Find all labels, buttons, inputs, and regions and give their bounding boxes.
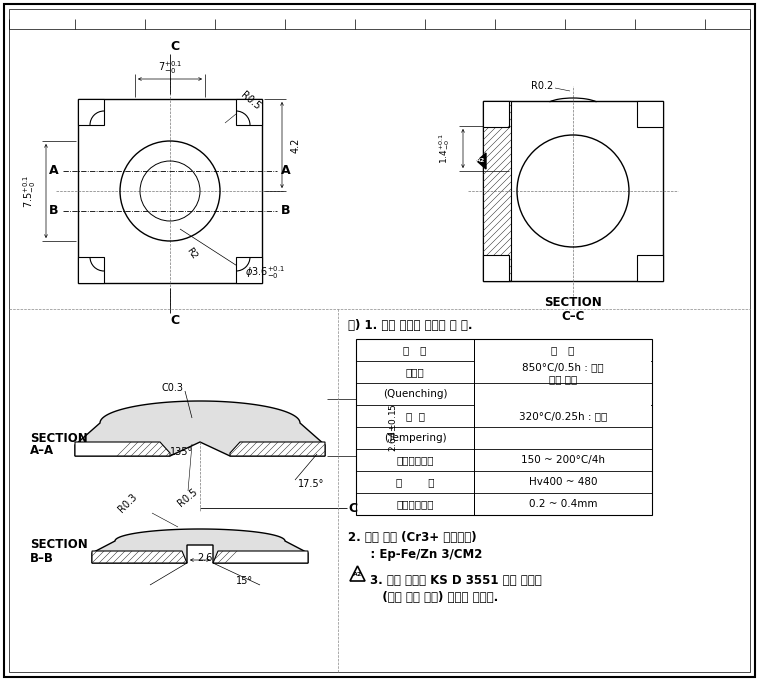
Text: 조   건: 조 건 xyxy=(551,345,575,355)
Polygon shape xyxy=(230,442,325,456)
Text: : Ep-Fe/Zn 3/CM2: : Ep-Fe/Zn 3/CM2 xyxy=(358,548,483,561)
Text: 주) 1. 오스 텔퍼링 열처리 할 것.: 주) 1. 오스 텔퍼링 열처리 할 것. xyxy=(348,319,473,332)
Text: 7.5$^{+0.1}_{-0}$: 7.5$^{+0.1}_{-0}$ xyxy=(21,174,39,208)
Polygon shape xyxy=(483,101,511,281)
Text: R0.5: R0.5 xyxy=(238,90,262,112)
Bar xyxy=(236,99,262,125)
Text: C0.3: C0.3 xyxy=(162,383,184,393)
Text: 150 ~ 200°C/4h: 150 ~ 200°C/4h xyxy=(521,455,605,465)
Text: 1.4$^{+0.1}_{-0}$: 1.4$^{+0.1}_{-0}$ xyxy=(437,132,452,163)
Polygon shape xyxy=(483,101,509,127)
Text: 2.6: 2.6 xyxy=(197,553,213,563)
Text: (병면 특수 강대) 기준을 따를것.: (병면 특수 강대) 기준을 따를것. xyxy=(370,591,498,604)
Text: 구   분: 구 분 xyxy=(403,345,427,355)
Text: A2: A2 xyxy=(477,159,486,163)
Text: (Quenching): (Quenching) xyxy=(383,389,447,399)
Polygon shape xyxy=(637,255,663,281)
Text: 7$^{+0.1}_{-0}$: 7$^{+0.1}_{-0}$ xyxy=(158,60,182,76)
Text: 2. 도금 시양 (Cr3+ 아연도금): 2. 도금 시양 (Cr3+ 아연도금) xyxy=(348,531,477,544)
Bar xyxy=(236,257,262,283)
Text: R2: R2 xyxy=(185,246,199,260)
Polygon shape xyxy=(92,551,187,563)
Text: 0.2 ~ 0.4mm: 0.2 ~ 0.4mm xyxy=(529,499,597,509)
Text: 15°: 15° xyxy=(237,576,254,586)
Text: A: A xyxy=(281,165,291,178)
Text: SECTION: SECTION xyxy=(30,432,88,445)
Text: SECTION: SECTION xyxy=(544,296,602,309)
Polygon shape xyxy=(75,442,170,456)
Bar xyxy=(475,405,651,426)
Text: R0.2: R0.2 xyxy=(531,81,553,91)
Text: A2: A2 xyxy=(353,573,362,577)
Bar xyxy=(475,361,651,382)
Text: 유효경화깊이: 유효경화깊이 xyxy=(396,499,433,509)
Bar xyxy=(78,99,262,283)
Text: 경        도: 경 도 xyxy=(395,477,434,487)
Text: B–B: B–B xyxy=(30,552,54,565)
Text: 3. 재질 시양은 KS D 3551 특수 마대강: 3. 재질 시양은 KS D 3551 특수 마대강 xyxy=(370,574,542,587)
Text: C: C xyxy=(348,501,357,515)
Bar xyxy=(356,339,652,515)
Text: 320°C/0.25h : 급냉: 320°C/0.25h : 급냉 xyxy=(519,411,607,421)
Bar xyxy=(483,101,663,281)
Text: 2.64$\pm$0.15: 2.64$\pm$0.15 xyxy=(388,403,398,452)
Text: 17.5°: 17.5° xyxy=(298,479,324,489)
Text: Hv400 ~ 480: Hv400 ~ 480 xyxy=(529,477,597,487)
Text: 135°: 135° xyxy=(170,447,194,457)
Text: 뜨  임: 뜨 임 xyxy=(405,411,424,421)
Text: A–A: A–A xyxy=(30,445,54,458)
Text: SECTION: SECTION xyxy=(30,539,88,552)
Text: R0.5: R0.5 xyxy=(176,487,200,509)
Text: R0.3: R0.3 xyxy=(117,492,140,514)
Bar xyxy=(78,257,104,283)
Polygon shape xyxy=(483,255,509,281)
Text: (Tempering): (Tempering) xyxy=(384,433,446,443)
Text: B: B xyxy=(49,204,58,217)
Text: C–C: C–C xyxy=(562,309,584,323)
Polygon shape xyxy=(637,101,663,127)
Text: C: C xyxy=(171,315,180,328)
Polygon shape xyxy=(75,401,325,456)
Polygon shape xyxy=(92,529,308,563)
Text: B: B xyxy=(282,204,291,217)
Text: 850°C/0.5h : 수냉: 850°C/0.5h : 수냉 xyxy=(522,362,604,372)
Text: 담금질: 담금질 xyxy=(405,367,424,377)
Text: 4.2: 4.2 xyxy=(291,138,301,153)
Bar xyxy=(78,99,104,125)
Text: 수소취성제거: 수소취성제거 xyxy=(396,455,433,465)
Text: C: C xyxy=(171,39,180,52)
Text: A: A xyxy=(49,165,58,178)
Polygon shape xyxy=(477,153,486,169)
Text: 또는 유냉: 또는 유냉 xyxy=(549,374,577,384)
Text: $\phi$3.6$^{+0.1}_{-0}$: $\phi$3.6$^{+0.1}_{-0}$ xyxy=(245,265,285,281)
Polygon shape xyxy=(213,551,308,563)
